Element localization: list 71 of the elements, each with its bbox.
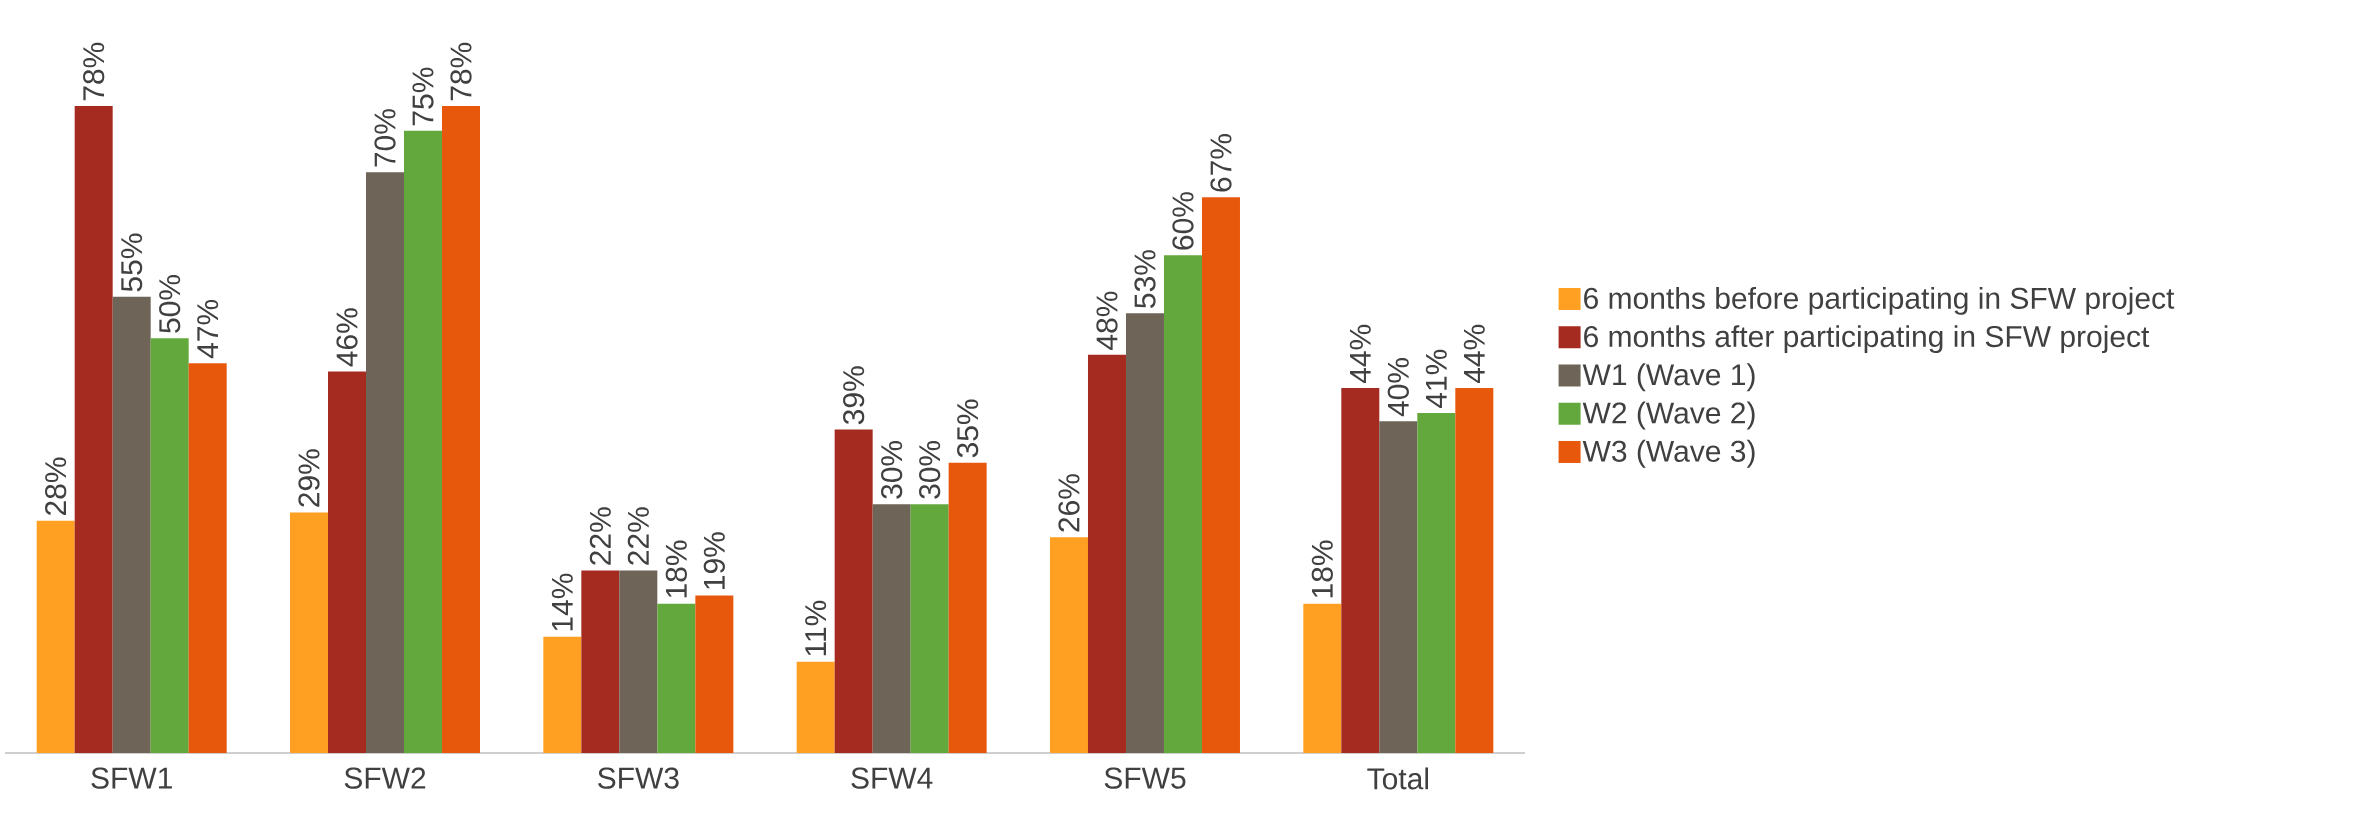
bar <box>872 504 911 753</box>
data-label: 44% <box>1463 324 1485 384</box>
data-label: 11% <box>805 600 827 656</box>
bar <box>1049 537 1088 753</box>
legend-label: W2 (Wave 2) <box>1582 401 1755 430</box>
data-label: 78% <box>450 42 472 101</box>
data-label: 14% <box>551 573 573 631</box>
bar <box>290 512 329 753</box>
bar <box>150 338 189 753</box>
bar <box>910 504 949 753</box>
bar <box>543 636 582 753</box>
data-label: 78% <box>83 42 105 101</box>
bar <box>1417 412 1456 753</box>
bar <box>188 363 227 753</box>
bar <box>1379 421 1418 753</box>
data-label: 60% <box>1172 192 1194 250</box>
bar <box>404 130 443 753</box>
data-label: 19% <box>703 532 725 589</box>
bar <box>36 520 75 753</box>
data-label: 35% <box>957 399 979 458</box>
bar <box>442 105 481 753</box>
data-label: 67% <box>1210 134 1232 192</box>
bar <box>1163 255 1202 753</box>
bar <box>948 462 987 753</box>
data-label: 22% <box>589 507 611 565</box>
bar <box>328 371 366 753</box>
data-label: 39% <box>843 366 865 425</box>
bar <box>834 429 873 753</box>
legend-label: 6 months before participating in SFW project <box>1584 286 2175 315</box>
data-label: 41% <box>1425 349 1447 409</box>
data-label: 48% <box>1096 291 1118 350</box>
x-tick-label: SFW5 <box>1104 767 1186 789</box>
bar <box>74 105 113 753</box>
bar <box>1087 354 1126 753</box>
data-label: 47% <box>197 299 219 359</box>
bar <box>1341 388 1380 753</box>
data-label: 70% <box>374 109 396 167</box>
bar <box>657 603 696 753</box>
data-label: 29% <box>298 449 320 507</box>
data-label: 53% <box>1134 250 1156 308</box>
data-label: 50% <box>159 275 181 333</box>
bar <box>1125 313 1164 753</box>
bar <box>796 661 835 753</box>
bar <box>581 570 620 753</box>
data-label: 30% <box>919 440 941 499</box>
data-label: 40% <box>1387 358 1409 417</box>
legend-label: W3 (Wave 3) <box>1582 439 1755 468</box>
data-label: 18% <box>1311 540 1333 598</box>
x-tick-label: SFW1 <box>91 767 172 789</box>
legend-label: W1 (Wave 1) <box>1582 363 1755 392</box>
data-label: 28% <box>45 457 67 516</box>
data-label: 26% <box>1058 474 1080 532</box>
bar <box>366 172 404 753</box>
bar <box>1201 197 1240 753</box>
bar <box>112 296 151 753</box>
x-tick-label: Total <box>1367 767 1429 790</box>
legend-label: 6 months after participating in SFW project <box>1584 325 2150 354</box>
bar <box>1455 388 1494 753</box>
bar <box>695 595 734 753</box>
data-label: 46% <box>336 308 358 367</box>
data-label: 22% <box>627 507 649 565</box>
bar <box>1303 603 1342 753</box>
x-tick-label: SFW3 <box>598 767 679 789</box>
data-label: 18% <box>665 540 687 598</box>
bar <box>619 570 658 753</box>
x-tick-label: SFW4 <box>851 767 933 789</box>
data-label: 44% <box>1349 324 1371 384</box>
data-label: 55% <box>121 233 143 292</box>
x-tick-label: SFW2 <box>344 767 426 789</box>
data-label: 30% <box>881 440 903 499</box>
data-label: 75% <box>412 67 434 126</box>
